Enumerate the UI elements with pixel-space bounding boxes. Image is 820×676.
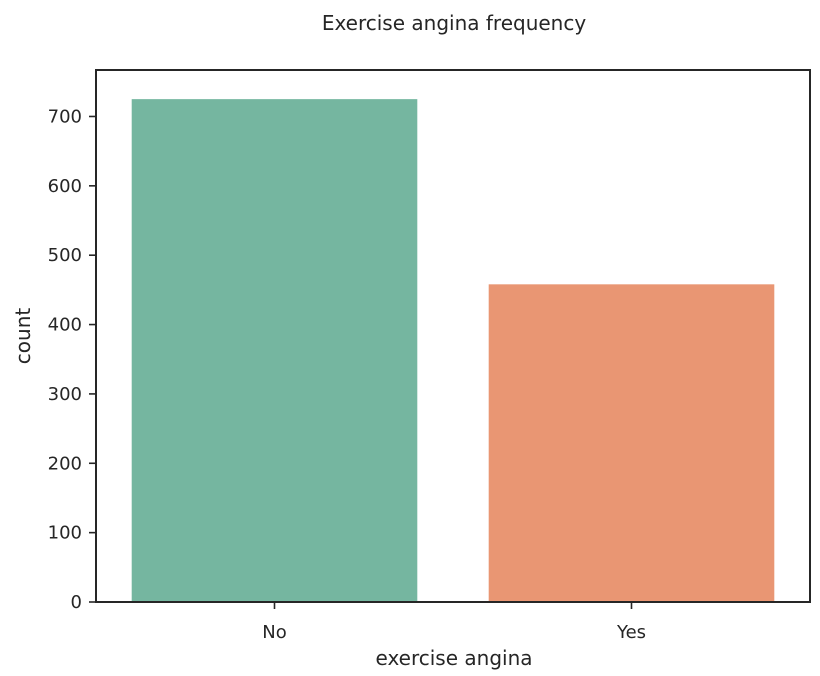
y-axis-label: count bbox=[11, 308, 35, 365]
chart-title: Exercise angina frequency bbox=[322, 11, 587, 35]
x-axis-ticks: No Yes bbox=[262, 602, 646, 643]
axes-frame bbox=[95, 69, 811, 603]
bar-yes bbox=[488, 284, 775, 602]
y-tick-label: 200 bbox=[48, 453, 82, 474]
bars-group bbox=[131, 99, 775, 602]
y-tick-label: 600 bbox=[48, 176, 82, 197]
y-tick-label: 300 bbox=[48, 384, 82, 405]
bar-no bbox=[131, 99, 418, 602]
x-tick-label: Yes bbox=[616, 622, 646, 643]
y-axis-ticks: 0 100 200 300 400 500 600 700 bbox=[48, 106, 96, 613]
x-axis-label: exercise angina bbox=[375, 646, 532, 670]
x-tick-label: No bbox=[262, 622, 286, 643]
y-tick-label: 100 bbox=[48, 523, 82, 544]
y-tick-label: 400 bbox=[48, 315, 82, 336]
y-tick-label: 700 bbox=[48, 106, 82, 127]
y-tick-label: 0 bbox=[71, 592, 82, 613]
y-tick-label: 500 bbox=[48, 245, 82, 266]
